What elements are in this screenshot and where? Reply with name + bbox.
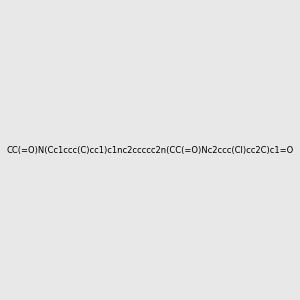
Text: CC(=O)N(Cc1ccc(C)cc1)c1nc2ccccc2n(CC(=O)Nc2ccc(Cl)cc2C)c1=O: CC(=O)N(Cc1ccc(C)cc1)c1nc2ccccc2n(CC(=O)… — [6, 146, 294, 154]
